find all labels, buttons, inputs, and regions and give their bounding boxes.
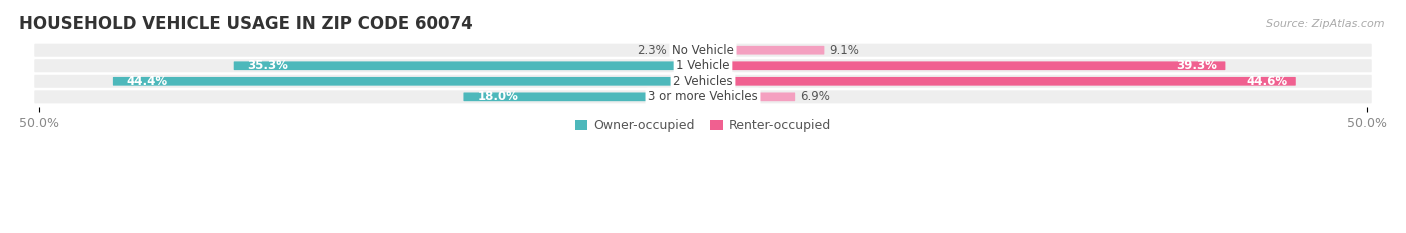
FancyBboxPatch shape: [233, 62, 703, 70]
Text: 39.3%: 39.3%: [1175, 59, 1218, 72]
Text: 9.1%: 9.1%: [830, 44, 859, 57]
Text: HOUSEHOLD VEHICLE USAGE IN ZIP CODE 60074: HOUSEHOLD VEHICLE USAGE IN ZIP CODE 6007…: [20, 15, 472, 33]
Text: 1 Vehicle: 1 Vehicle: [676, 59, 730, 72]
Text: Source: ZipAtlas.com: Source: ZipAtlas.com: [1267, 19, 1385, 29]
FancyBboxPatch shape: [464, 93, 703, 101]
Text: 6.9%: 6.9%: [800, 90, 830, 103]
FancyBboxPatch shape: [112, 77, 703, 86]
Text: No Vehicle: No Vehicle: [672, 44, 734, 57]
FancyBboxPatch shape: [672, 46, 703, 55]
FancyBboxPatch shape: [703, 62, 1226, 70]
FancyBboxPatch shape: [703, 46, 824, 55]
Text: 2 Vehicles: 2 Vehicles: [673, 75, 733, 88]
Text: 35.3%: 35.3%: [247, 59, 288, 72]
Text: 18.0%: 18.0%: [477, 90, 519, 103]
FancyBboxPatch shape: [34, 44, 1372, 57]
FancyBboxPatch shape: [703, 77, 1296, 86]
Legend: Owner-occupied, Renter-occupied: Owner-occupied, Renter-occupied: [569, 114, 837, 137]
FancyBboxPatch shape: [34, 59, 1372, 72]
Text: 44.4%: 44.4%: [127, 75, 167, 88]
Text: 44.6%: 44.6%: [1246, 75, 1288, 88]
Text: 3 or more Vehicles: 3 or more Vehicles: [648, 90, 758, 103]
Text: 2.3%: 2.3%: [637, 44, 666, 57]
FancyBboxPatch shape: [34, 90, 1372, 103]
FancyBboxPatch shape: [703, 93, 796, 101]
FancyBboxPatch shape: [34, 75, 1372, 88]
